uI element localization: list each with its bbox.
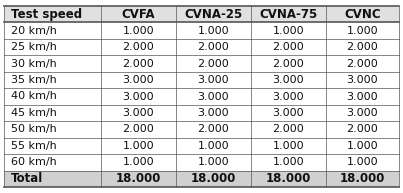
- Text: 50 km/h: 50 km/h: [11, 124, 56, 135]
- Text: 1.000: 1.000: [347, 25, 378, 36]
- Text: 3.000: 3.000: [347, 75, 378, 85]
- Text: 2.000: 2.000: [347, 58, 378, 69]
- Text: 3.000: 3.000: [272, 108, 304, 118]
- Text: 18.000: 18.000: [266, 173, 311, 185]
- Text: 3.000: 3.000: [272, 75, 304, 85]
- Text: 1.000: 1.000: [272, 25, 304, 36]
- Text: 30 km/h: 30 km/h: [11, 58, 56, 69]
- Text: 1.000: 1.000: [123, 141, 154, 151]
- Text: 1.000: 1.000: [123, 157, 154, 168]
- Text: 3.000: 3.000: [123, 75, 154, 85]
- Text: 1.000: 1.000: [347, 157, 378, 168]
- Text: 1.000: 1.000: [197, 157, 229, 168]
- Text: 2.000: 2.000: [272, 58, 304, 69]
- Text: 3.000: 3.000: [347, 91, 378, 102]
- Text: 2.000: 2.000: [347, 42, 378, 52]
- Text: CVNC: CVNC: [344, 8, 381, 20]
- Text: 55 km/h: 55 km/h: [11, 141, 56, 151]
- Text: 1.000: 1.000: [123, 25, 154, 36]
- Text: 2.000: 2.000: [123, 42, 154, 52]
- Text: 2.000: 2.000: [123, 124, 154, 135]
- Text: 1.000: 1.000: [197, 25, 229, 36]
- Text: 2.000: 2.000: [272, 42, 304, 52]
- Text: 18.000: 18.000: [340, 173, 385, 185]
- Text: 3.000: 3.000: [272, 91, 304, 102]
- Text: 3.000: 3.000: [197, 108, 229, 118]
- Text: 18.000: 18.000: [191, 173, 236, 185]
- Text: 3.000: 3.000: [123, 91, 154, 102]
- Text: 2.000: 2.000: [197, 58, 229, 69]
- Text: 3.000: 3.000: [123, 108, 154, 118]
- Text: 60 km/h: 60 km/h: [11, 157, 56, 168]
- Text: 20 km/h: 20 km/h: [11, 25, 57, 36]
- Text: CVNA-25: CVNA-25: [184, 8, 243, 20]
- Text: 3.000: 3.000: [197, 91, 229, 102]
- Text: 35 km/h: 35 km/h: [11, 75, 56, 85]
- Text: 40 km/h: 40 km/h: [11, 91, 57, 102]
- Text: Total: Total: [11, 173, 43, 185]
- Bar: [4, 171, 399, 187]
- Text: 25 km/h: 25 km/h: [11, 42, 57, 52]
- Bar: [4, 6, 399, 22]
- Text: 18.000: 18.000: [116, 173, 161, 185]
- Text: 1.000: 1.000: [347, 141, 378, 151]
- Text: 45 km/h: 45 km/h: [11, 108, 57, 118]
- Text: 2.000: 2.000: [272, 124, 304, 135]
- Text: 2.000: 2.000: [197, 124, 229, 135]
- Text: Test speed: Test speed: [11, 8, 82, 20]
- Text: 2.000: 2.000: [197, 42, 229, 52]
- Text: 3.000: 3.000: [197, 75, 229, 85]
- Text: CVNA-75: CVNA-75: [259, 8, 318, 20]
- Text: 3.000: 3.000: [347, 108, 378, 118]
- Text: 2.000: 2.000: [123, 58, 154, 69]
- Text: 2.000: 2.000: [347, 124, 378, 135]
- Text: 1.000: 1.000: [272, 157, 304, 168]
- Text: 1.000: 1.000: [272, 141, 304, 151]
- Text: 1.000: 1.000: [197, 141, 229, 151]
- Text: CVFA: CVFA: [121, 8, 155, 20]
